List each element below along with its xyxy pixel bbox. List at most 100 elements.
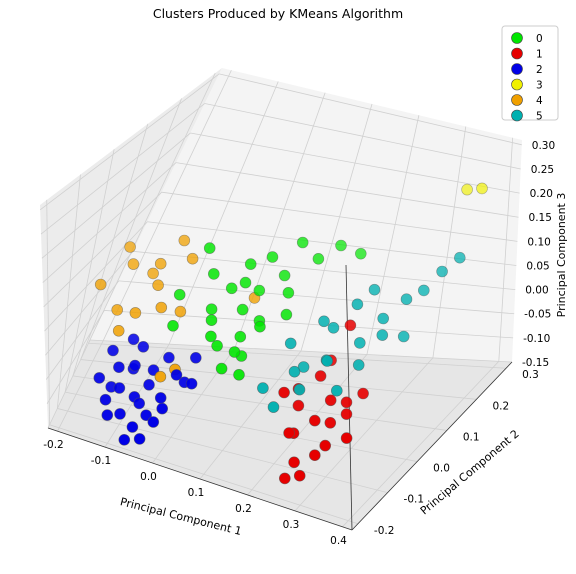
point-cluster-0: [203, 242, 216, 254]
legend: 0 1 2 3 4 5: [501, 25, 559, 123]
point-cluster-4: [129, 307, 142, 319]
point-cluster-4: [124, 241, 136, 253]
point-cluster-0: [282, 286, 295, 299]
z-axis-label: Principal Component 3: [555, 193, 568, 318]
point-cluster-2: [163, 351, 175, 364]
point-cluster-2: [137, 340, 150, 353]
point-cluster-0: [208, 268, 220, 280]
point-cluster-1: [340, 432, 353, 444]
point-cluster-0: [225, 282, 238, 295]
grid-line: [41, 132, 191, 259]
grid-line: [88, 342, 507, 369]
legend-label: 3: [536, 80, 543, 92]
point-cluster-0: [233, 368, 245, 381]
point-cluster-5: [330, 384, 343, 397]
point-cluster-2: [156, 402, 168, 415]
point-cluster-2: [170, 369, 183, 381]
point-cluster-5: [352, 359, 365, 371]
point-cluster-0: [239, 276, 252, 289]
point-cluster-5: [368, 283, 381, 296]
point-cluster-2: [99, 393, 112, 406]
grid-line: [199, 350, 302, 480]
point-cluster-2: [101, 409, 114, 421]
point-cluster-2: [133, 397, 145, 410]
point-cluster-5: [453, 251, 466, 264]
point-cluster-2: [147, 416, 160, 428]
point-cluster-4: [152, 279, 164, 292]
point-cluster-0: [335, 239, 347, 252]
grid-line: [57, 408, 388, 494]
point-cluster-5: [436, 265, 448, 278]
x-tick-label: 0.1: [188, 487, 205, 499]
grid-line: [39, 73, 220, 211]
point-cluster-5: [284, 337, 297, 350]
legend-marker: [511, 63, 523, 75]
z-tick-label: -0.10: [523, 333, 550, 345]
point-cluster-5: [288, 365, 301, 378]
point-cluster-4: [111, 304, 123, 316]
point-cluster-0: [215, 362, 228, 375]
floor-pane: [48, 340, 512, 530]
z-tick-label: -0.15: [522, 357, 549, 369]
grid-line: [45, 280, 120, 380]
x-tick-label: 0.4: [330, 535, 347, 547]
point-cluster-2: [113, 382, 126, 394]
point-cluster-1: [293, 469, 306, 482]
y-tick-label: 0.3: [522, 369, 539, 381]
point-cluster-0: [278, 269, 291, 282]
grid-line: [168, 81, 279, 345]
x-tick-label: 0.3: [283, 519, 300, 531]
grid-line: [161, 191, 518, 242]
point-cluster-2: [113, 361, 125, 374]
point-cluster-3: [476, 182, 488, 195]
point-cluster-2: [114, 408, 126, 420]
grid-line: [57, 340, 104, 432]
point-cluster-1: [314, 370, 327, 382]
point-cluster-1: [324, 394, 337, 407]
point-cluster-1: [340, 408, 353, 420]
point-cluster-1: [278, 386, 290, 399]
point-cluster-0: [173, 288, 186, 301]
point-cluster-0: [236, 303, 249, 316]
grid-line: [294, 357, 434, 512]
point-cluster-5: [353, 337, 366, 349]
point-cluster-0: [211, 339, 223, 352]
x-axis-line: [47, 427, 353, 531]
grid-line: [80, 98, 182, 360]
point-cluster-0: [296, 236, 309, 249]
point-cluster-0: [354, 247, 367, 260]
y-axis-line: [351, 361, 513, 531]
point-cluster-5: [318, 315, 330, 328]
z-tick-label: 0.05: [526, 260, 549, 272]
grid-line: [42, 162, 177, 283]
legend-marker: [511, 109, 523, 122]
grid-line: [498, 137, 514, 362]
legend-marker: [511, 78, 523, 91]
grid-line: [72, 375, 447, 431]
grid-line: [65, 391, 418, 462]
grid-line: [46, 310, 105, 404]
point-cluster-1: [319, 439, 332, 452]
point-cluster-0: [205, 330, 217, 343]
point-cluster-5: [293, 383, 306, 396]
point-cluster-2: [143, 378, 155, 391]
x-axis-label: Principal Component 1: [119, 495, 243, 538]
point-cluster-1: [288, 456, 300, 469]
z-tick-label: 0.10: [527, 236, 550, 248]
legend-label: 2: [536, 64, 543, 76]
point-cluster-2: [126, 421, 139, 433]
grid-line: [247, 354, 368, 496]
point-cluster-1: [292, 399, 305, 412]
legend-label: 1: [536, 49, 543, 61]
point-cluster-4: [127, 258, 140, 270]
z-tick-label: 0.30: [532, 140, 555, 152]
point-cluster-5: [327, 321, 340, 334]
grid-line: [432, 126, 467, 358]
point-cluster-4: [94, 278, 107, 291]
data-points: [93, 182, 488, 485]
point-cluster-0: [228, 346, 241, 358]
point-cluster-1: [283, 427, 295, 439]
point-cluster-4: [154, 257, 167, 270]
x-tick-label: -0.2: [43, 439, 64, 451]
grid-line: [47, 339, 91, 429]
